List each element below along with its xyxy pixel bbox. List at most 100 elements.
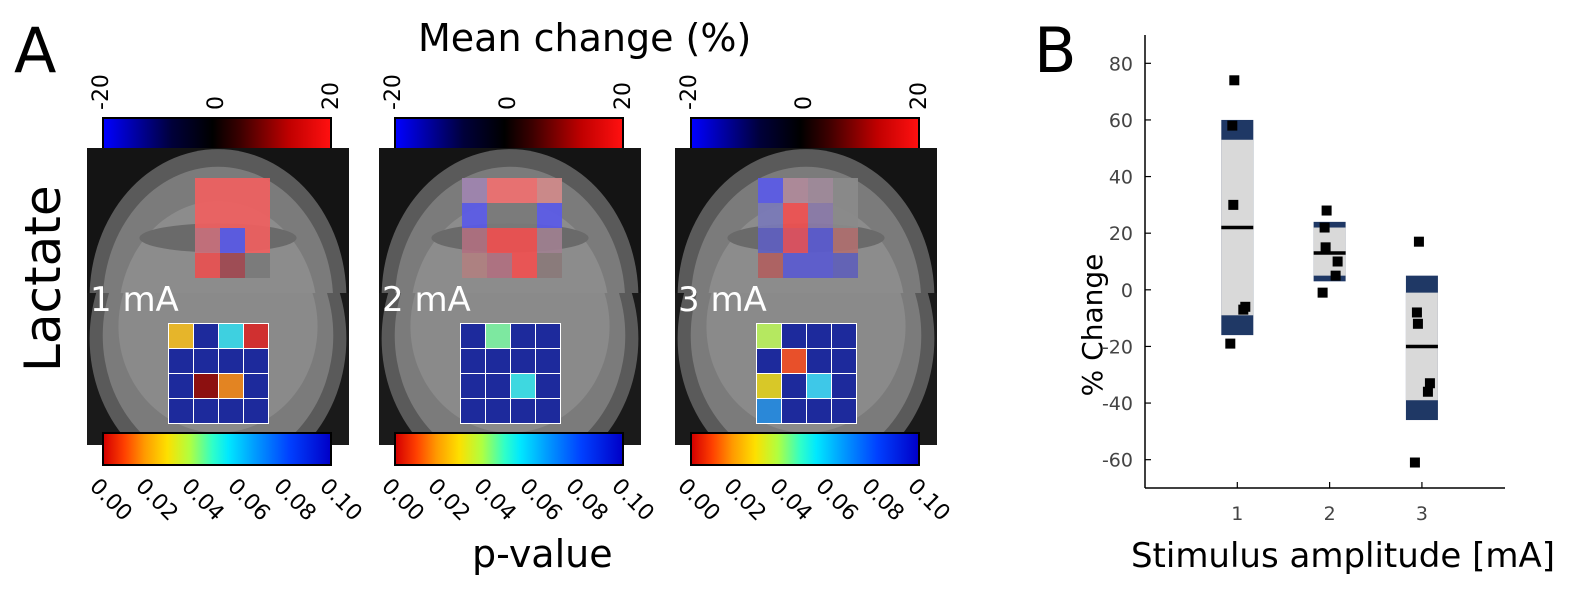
y-tick-label: 20 [1109, 223, 1133, 245]
mean-change-voxel [808, 178, 833, 203]
p-value-voxel [219, 349, 243, 373]
data-point [1238, 304, 1249, 315]
mean-change-voxel [195, 203, 220, 228]
mean-change-tick-label: -20 [677, 74, 702, 110]
mean-change-voxel [195, 178, 220, 203]
p-value-voxel [194, 324, 218, 348]
p-value-voxel [194, 399, 218, 423]
data-point [1332, 256, 1343, 267]
mean-change-tick-label: 20 [611, 82, 636, 110]
p-value-voxel [782, 374, 806, 398]
p-value-voxel [511, 374, 535, 398]
p-value-voxel [461, 374, 485, 398]
p-value-tick-label: 0.10 [314, 474, 367, 527]
mean-change-voxel [462, 253, 487, 278]
mean-change-voxel [833, 203, 858, 228]
p-value-voxel [219, 374, 243, 398]
p-value-tick-label: 0.04 [764, 474, 817, 527]
mean-change-tick-label: 0 [204, 96, 229, 110]
brain-slice-mean-change [87, 148, 349, 293]
p-value-title: p-value [472, 532, 613, 576]
data-point [1228, 199, 1239, 210]
brain-slice-p-value [87, 293, 349, 445]
data-point [1227, 120, 1238, 131]
brain-slice-mean-change [379, 148, 641, 293]
lactate-row-label: Lactate [14, 185, 72, 372]
panel-b-letter: B [1034, 14, 1077, 87]
mean-change-voxel [537, 203, 562, 228]
data-point [1225, 338, 1236, 349]
p-value-grid [460, 323, 561, 424]
p-value-tick-label: 0.02 [718, 474, 771, 527]
data-point [1422, 386, 1433, 397]
p-value-colorbar [394, 432, 624, 466]
p-value-tick-label: 0.08 [856, 474, 909, 527]
p-value-tick-label: 0.00 [376, 474, 429, 527]
mean-change-voxel [220, 203, 245, 228]
p-value-tick-label: 0.06 [810, 474, 863, 527]
mean-change-voxel [808, 228, 833, 253]
p-value-tick-label: 0.08 [560, 474, 613, 527]
p-value-voxel [219, 324, 243, 348]
p-value-voxel [511, 349, 535, 373]
data-point [1317, 287, 1328, 298]
p-value-voxel [461, 399, 485, 423]
p-value-voxel [169, 399, 193, 423]
p-value-grid [168, 323, 269, 424]
mean-change-voxel [808, 203, 833, 228]
mean-change-voxel [758, 228, 783, 253]
mean-change-tick-label: 20 [319, 82, 344, 110]
mean-change-voxel [487, 203, 512, 228]
p-value-voxel [194, 374, 218, 398]
mean-change-voxel [220, 253, 245, 278]
mean-change-voxel [512, 203, 537, 228]
p-value-tick-label: 0.00 [84, 474, 137, 527]
mean-change-title: Mean change (%) [418, 16, 752, 60]
mean-change-voxel [537, 178, 562, 203]
p-value-tick-label: 0.04 [468, 474, 521, 527]
p-value-voxel [757, 324, 781, 348]
y-tick-label: -20 [1102, 336, 1133, 358]
x-tick-label: 3 [1416, 503, 1428, 525]
mean-change-voxel [537, 253, 562, 278]
mean-change-voxel [833, 253, 858, 278]
p-value-voxel [244, 324, 268, 348]
mean-change-voxel [245, 253, 270, 278]
mean-change-voxel [512, 253, 537, 278]
data-point [1330, 270, 1341, 281]
mean-change-voxel [783, 203, 808, 228]
p-value-voxel [782, 324, 806, 348]
p-value-voxel [807, 399, 831, 423]
mean-change-voxel [195, 228, 220, 253]
data-point [1319, 222, 1330, 233]
p-value-voxel [461, 349, 485, 373]
mean-change-voxel [487, 178, 512, 203]
mean-change-voxel [783, 178, 808, 203]
p-value-voxel [832, 399, 856, 423]
mean-change-voxel [808, 253, 833, 278]
p-value-grid [756, 323, 857, 424]
mean-change-voxel [833, 178, 858, 203]
p-value-tick-label: 0.02 [130, 474, 183, 527]
amplitude-label: 2 mA [382, 280, 471, 320]
x-axis-label: Stimulus amplitude [mA] [1131, 536, 1555, 576]
p-value-tick-label: 0.04 [176, 474, 229, 527]
y-tick-label: -40 [1102, 393, 1133, 415]
p-value-voxel [486, 324, 510, 348]
mean-change-voxel [487, 228, 512, 253]
mean-change-voxel [462, 178, 487, 203]
p-value-voxel [757, 399, 781, 423]
p-value-voxel [832, 349, 856, 373]
p-value-voxel [169, 349, 193, 373]
brain-slice-mean-change [675, 148, 937, 293]
mean-change-voxel [783, 228, 808, 253]
mean-change-tick-label: 0 [496, 96, 521, 110]
mean-change-colorbar [102, 117, 332, 151]
p-value-voxel [832, 374, 856, 398]
p-value-voxel [169, 324, 193, 348]
p-value-voxel [807, 324, 831, 348]
p-value-tick-label: 0.06 [222, 474, 275, 527]
amplitude-label: 1 mA [90, 280, 179, 320]
data-point [1320, 242, 1331, 253]
p-value-voxel [536, 374, 560, 398]
